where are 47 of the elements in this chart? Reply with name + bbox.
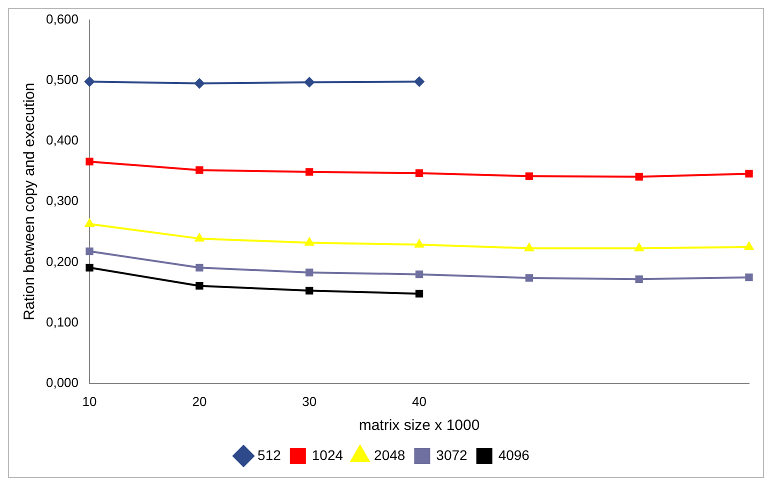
point (304, 238, 314, 246)
point (306, 268, 314, 276)
point (745, 170, 753, 178)
x-tick-label: 40 (412, 394, 426, 409)
point (304, 77, 314, 88)
point (306, 286, 314, 295)
y-tick-label: 0,000 (46, 374, 79, 390)
point (414, 76, 424, 87)
point (744, 242, 754, 250)
x-axis-title: matrix size x 1000 (358, 417, 480, 434)
x-tick-label: 20 (192, 394, 207, 409)
y-tick-label: 0,500 (46, 72, 79, 87)
point (745, 274, 753, 282)
point (196, 166, 204, 174)
y-tick-label: 0,200 (46, 254, 79, 269)
legend-label: 3072 (436, 446, 468, 463)
point (85, 219, 94, 228)
y-tick-label: 0,300 (46, 193, 79, 208)
point (194, 78, 204, 88)
point (634, 243, 644, 252)
point (306, 168, 314, 176)
point (196, 282, 204, 290)
y-tick-label: 0,400 (46, 132, 79, 148)
point (414, 240, 424, 248)
point (525, 274, 534, 282)
legend-label: 2048 (374, 446, 406, 463)
point (86, 264, 94, 272)
point (84, 76, 95, 87)
point (524, 243, 534, 252)
point (415, 290, 424, 298)
point (196, 264, 204, 272)
point (635, 275, 643, 283)
legend-label: 4096 (498, 446, 530, 463)
point (86, 247, 94, 256)
legend-label: 512 (258, 446, 282, 463)
x-tick-label: 10 (82, 394, 97, 409)
point (194, 234, 204, 242)
legend-label: 1024 (312, 446, 344, 463)
point (86, 158, 94, 166)
y-tick-label: 0,600 (46, 11, 79, 26)
point (415, 270, 424, 278)
point (415, 169, 424, 177)
point (525, 172, 534, 180)
y-tick-label: 0,100 (46, 314, 79, 330)
x-tick-label: 30 (302, 394, 317, 409)
point (635, 172, 643, 181)
y-axis-title: Ration between copy and execution (21, 82, 38, 320)
